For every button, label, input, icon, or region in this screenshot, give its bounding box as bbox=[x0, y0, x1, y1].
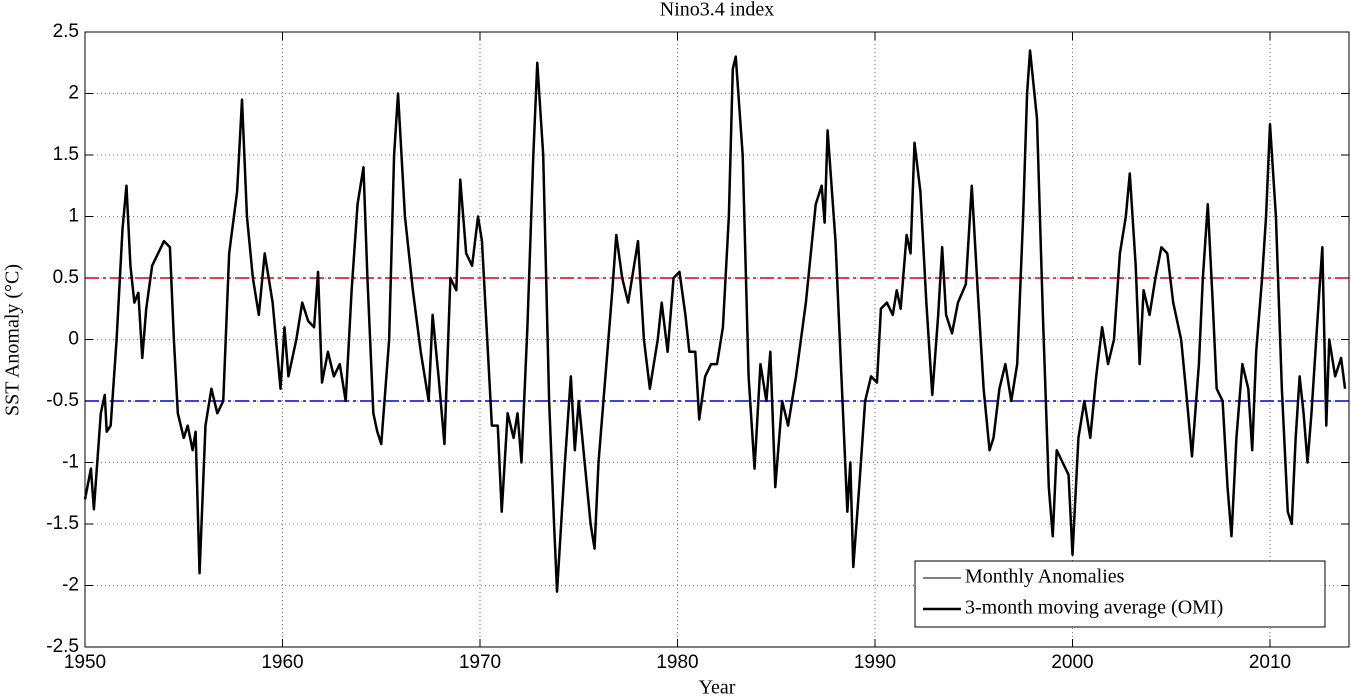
x-tick-label: 1950 bbox=[64, 652, 106, 673]
y-axis-label: SST Anomaly (°C) bbox=[2, 264, 24, 416]
x-tick-label: 1980 bbox=[656, 652, 698, 673]
y-tick-label: -1 bbox=[62, 452, 79, 473]
y-tick-label: -2.5 bbox=[46, 636, 79, 657]
y-tick-label: -1.5 bbox=[46, 513, 79, 534]
series-line bbox=[84, 49, 1346, 593]
y-tick-label: 2 bbox=[68, 83, 79, 104]
plot-frame bbox=[84, 31, 1350, 648]
y-tick-label: 0 bbox=[68, 329, 79, 350]
y-tick-label: 0.5 bbox=[53, 267, 79, 288]
x-tick-label: 1970 bbox=[459, 652, 501, 673]
x-tick-label: 2010 bbox=[1249, 652, 1291, 673]
x-tick-label: 1960 bbox=[261, 652, 303, 673]
legend-label: 3-month moving average (OMI) bbox=[965, 597, 1223, 619]
legend-label: Monthly Anomalies bbox=[965, 566, 1125, 588]
legend-box bbox=[914, 560, 1326, 628]
x-axis-label: Year bbox=[699, 677, 736, 699]
y-tick-label: 2.5 bbox=[53, 21, 79, 42]
x-tick-label: 2000 bbox=[1051, 652, 1093, 673]
chart-title: Nino3.4 index bbox=[660, 0, 774, 21]
y-tick-label: 1 bbox=[68, 206, 79, 227]
y-tick-label: 1.5 bbox=[53, 144, 79, 165]
y-tick-label: -0.5 bbox=[46, 390, 79, 411]
x-tick-label: 1990 bbox=[854, 652, 896, 673]
y-tick-label: -2 bbox=[62, 575, 79, 596]
